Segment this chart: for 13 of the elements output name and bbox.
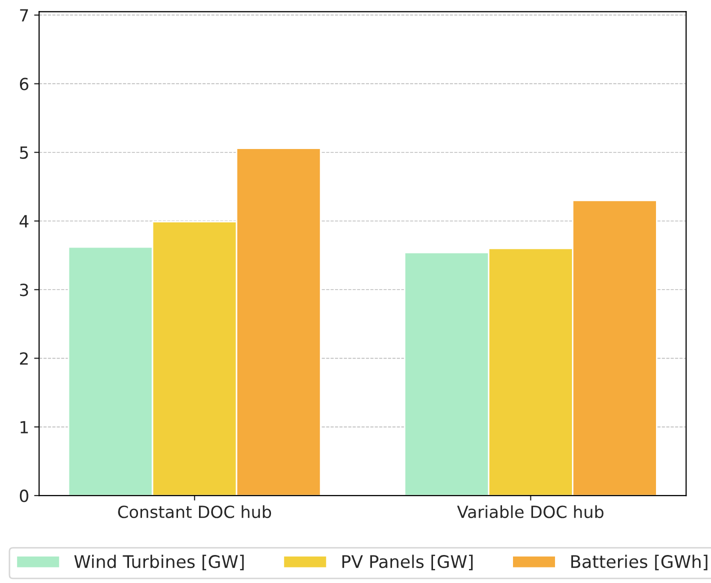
y-tick-label: 1 xyxy=(20,421,28,434)
legend-label: Wind Turbines [GW] xyxy=(74,554,244,570)
legend-label: Batteries [GWh] xyxy=(571,554,708,570)
y-tick-label: 2 xyxy=(20,352,28,365)
x-tick-label: Variable DOC hub xyxy=(457,505,604,518)
x-tick-label: Constant DOC hub xyxy=(118,505,272,518)
legend-label: PV Panels [GW] xyxy=(342,554,473,570)
y-tick-label: 5 xyxy=(20,146,28,159)
y-tick-label: 4 xyxy=(20,215,28,228)
y-tick-label: 0 xyxy=(20,490,28,502)
y-tick-label: 6 xyxy=(20,78,28,90)
y-tick-label: 7 xyxy=(20,9,28,22)
y-tick-label: 3 xyxy=(20,284,28,296)
